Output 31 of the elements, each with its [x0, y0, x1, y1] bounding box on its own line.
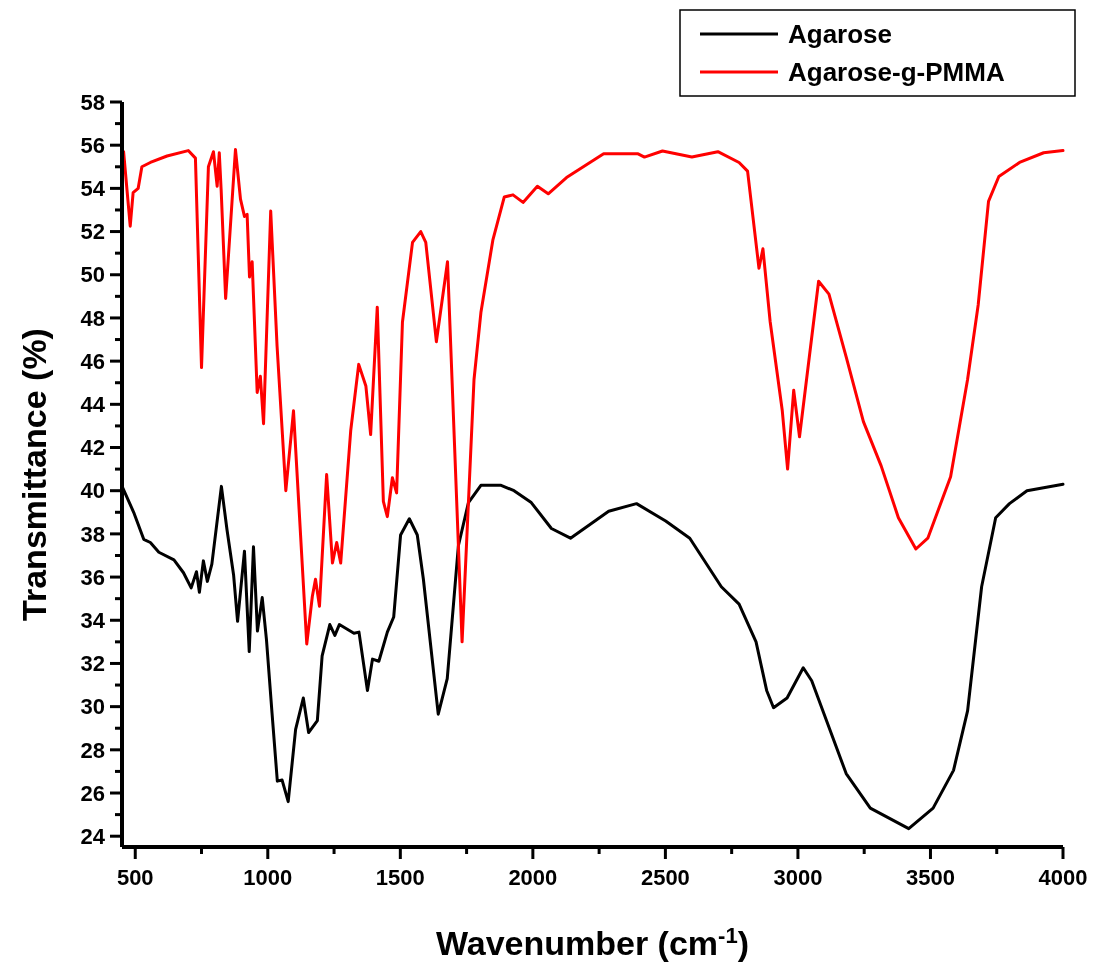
y-tick-label: 50	[80, 262, 105, 288]
x-tick-label: 4000	[1038, 865, 1088, 890]
y-tick-label: 28	[80, 737, 105, 763]
x-tick-label: 2000	[508, 865, 558, 890]
y-tick-label: 26	[80, 780, 105, 806]
x-tick-label: 2500	[640, 865, 690, 890]
y-tick-label: 54	[80, 176, 106, 202]
y-tick-label: 36	[80, 564, 105, 590]
legend-label: Agarose	[788, 19, 893, 50]
x-tick-label: 1500	[375, 865, 425, 890]
line-series	[122, 148, 1065, 646]
x-tick-label: 1000	[243, 865, 293, 890]
x-tick-label: 500	[116, 865, 154, 890]
y-tick-label: 30	[80, 694, 105, 720]
y-tick-label: 48	[80, 305, 105, 331]
legend-label: Agarose-g-PMMA	[788, 57, 1005, 88]
y-tick-label: 32	[80, 651, 105, 677]
x-tick-label: 3500	[905, 865, 955, 890]
x-axis-title: Wavenumber (cm$^{-1}$)	[435, 922, 750, 962]
y-tick-label: 52	[80, 219, 105, 245]
y-tick-label: 24	[80, 823, 106, 849]
y-tick-label: 40	[80, 478, 105, 504]
x-tick-label: 3000	[773, 865, 823, 890]
y-tick-label: 56	[80, 132, 105, 158]
y-tick-label: 46	[80, 348, 105, 374]
y-tick-label: 42	[80, 435, 105, 461]
y-tick-label: 34	[80, 607, 106, 633]
y-tick-label: 58	[80, 89, 105, 115]
y-axis-title: Transmittance (%)	[15, 328, 53, 621]
y-tick-label: 38	[80, 521, 105, 547]
y-tick-label: 44	[80, 392, 106, 418]
